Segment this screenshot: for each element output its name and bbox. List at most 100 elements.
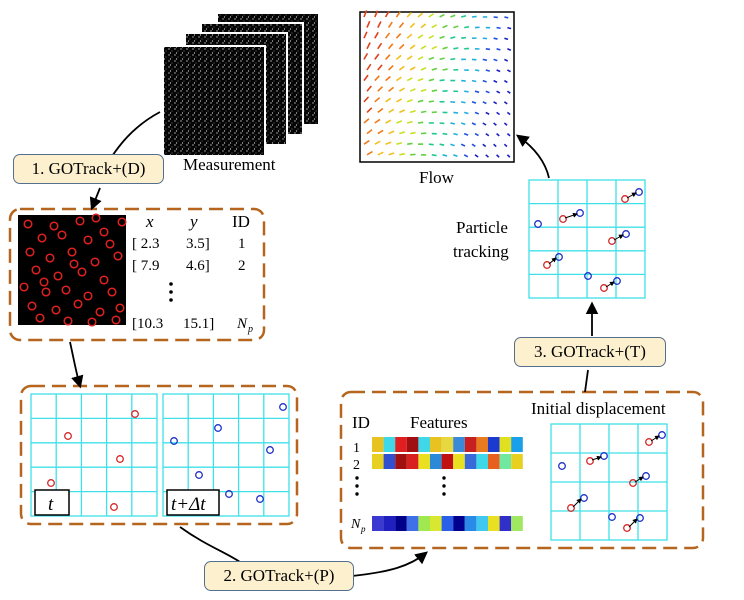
- table-cell-id: 2: [238, 258, 246, 274]
- flow-vector: [363, 74, 369, 82]
- particle-red: [621, 195, 629, 203]
- arrow-tracking-to-flow: [515, 134, 550, 179]
- step-pairing-label: 2. GOTrack+(P): [223, 566, 335, 585]
- flow-vector: [395, 11, 401, 18]
- flow-vector: [503, 79, 508, 84]
- feature-cell: [430, 437, 442, 452]
- detected-particle: [107, 287, 117, 297]
- flow-vector: [431, 45, 438, 50]
- flow-vector: [460, 143, 466, 147]
- feature-cell: [499, 437, 512, 452]
- arrow-frames-to-step2: [179, 526, 241, 563]
- flow-vector: [453, 47, 459, 50]
- feature-cell: [464, 516, 477, 531]
- flow-vector: [453, 154, 458, 158]
- detected-particle: [111, 315, 121, 325]
- displacement-arrow: [591, 455, 602, 461]
- table-header-id: ID: [232, 212, 250, 231]
- particle-blue: [279, 403, 287, 411]
- flow-vector: [503, 101, 508, 105]
- flow-vector: [363, 31, 368, 39]
- detected-particle: [95, 307, 105, 317]
- flow-vector: [496, 26, 501, 30]
- feature-cell: [511, 516, 523, 531]
- feature-bars: [372, 437, 523, 531]
- particle-red: [110, 503, 118, 511]
- feature-cell: [383, 516, 396, 531]
- feature-cell: [430, 454, 442, 469]
- flow-vector: [485, 111, 490, 115]
- feature-cell: [406, 437, 419, 452]
- table-cell-x: [ 2.3: [132, 236, 160, 252]
- detected-particle: [35, 313, 45, 323]
- particle-red: [131, 410, 139, 418]
- flow-vector: [387, 43, 394, 50]
- flow-vector: [409, 66, 416, 71]
- detected-particle: [83, 291, 93, 301]
- particle-red: [586, 457, 594, 465]
- flow-vector: [417, 121, 424, 124]
- flow-vector: [377, 107, 384, 114]
- flow-vector: [450, 57, 456, 61]
- flow-vector: [474, 69, 480, 72]
- flow-vector: [493, 122, 497, 126]
- ellipsis-dot: [169, 290, 173, 294]
- flow-vector: [450, 14, 456, 18]
- table-cell-np: N: [236, 316, 248, 332]
- flow-vector: [493, 79, 498, 83]
- flow-vector: [377, 86, 384, 92]
- flow-vector: [485, 90, 490, 94]
- flow-vector: [504, 16, 509, 19]
- flow-vector: [504, 58, 509, 62]
- feature-cell: [395, 437, 407, 452]
- feature-cell: [441, 516, 454, 531]
- flow-vector: [417, 99, 424, 103]
- flow-vector: [474, 154, 479, 158]
- flow-vector: [442, 68, 448, 71]
- detected-particle: [105, 239, 115, 249]
- flow-field-image: [359, 10, 515, 163]
- feature-cell: [511, 437, 523, 452]
- flow-vector: [396, 98, 403, 103]
- feature-cell: [372, 437, 384, 452]
- feature-cell: [476, 516, 488, 531]
- initial-displacement-grid: [550, 423, 668, 541]
- particle-blue: [170, 437, 178, 445]
- particle-red: [645, 438, 653, 446]
- detected-particle: [113, 251, 123, 261]
- feature-cell: [395, 516, 407, 531]
- particle-tracking-grid: [528, 179, 646, 299]
- flow-vector: [420, 110, 427, 114]
- particle-blue: [555, 253, 563, 261]
- flow-vector: [450, 122, 456, 125]
- feature-cell: [488, 516, 500, 531]
- flow-vector: [366, 129, 373, 135]
- flow-vector: [428, 34, 435, 39]
- feature-cell: [453, 437, 465, 452]
- flow-vector: [384, 10, 390, 18]
- flow-vector: [485, 132, 490, 137]
- flow-vector: [420, 45, 427, 50]
- detected-particle: [77, 267, 87, 277]
- particle-red: [629, 479, 637, 487]
- flow-vector: [374, 53, 380, 60]
- flow-vector: [417, 12, 424, 18]
- detected-particle: [67, 247, 77, 257]
- detected-particle: [19, 282, 29, 292]
- step-detection-label: 1. GOTrack+(D): [31, 159, 146, 178]
- particle-tracking-label-2: tracking: [453, 242, 509, 261]
- flow-vector: [474, 90, 480, 94]
- feature-cell: [383, 437, 396, 452]
- flow-vector: [377, 42, 383, 50]
- flow-vector: [409, 44, 416, 50]
- displacement-arrow: [650, 435, 660, 442]
- flow-vector: [493, 101, 498, 105]
- displacement-arrow: [613, 234, 624, 241]
- detected-particle: [23, 219, 33, 229]
- flow-vector: [450, 143, 455, 147]
- feature-cell: [453, 454, 465, 469]
- flow-vector: [417, 34, 424, 39]
- tdt-label-box: [166, 489, 220, 516]
- table-cell-id: 1: [238, 236, 246, 252]
- flow-vector: [461, 15, 467, 18]
